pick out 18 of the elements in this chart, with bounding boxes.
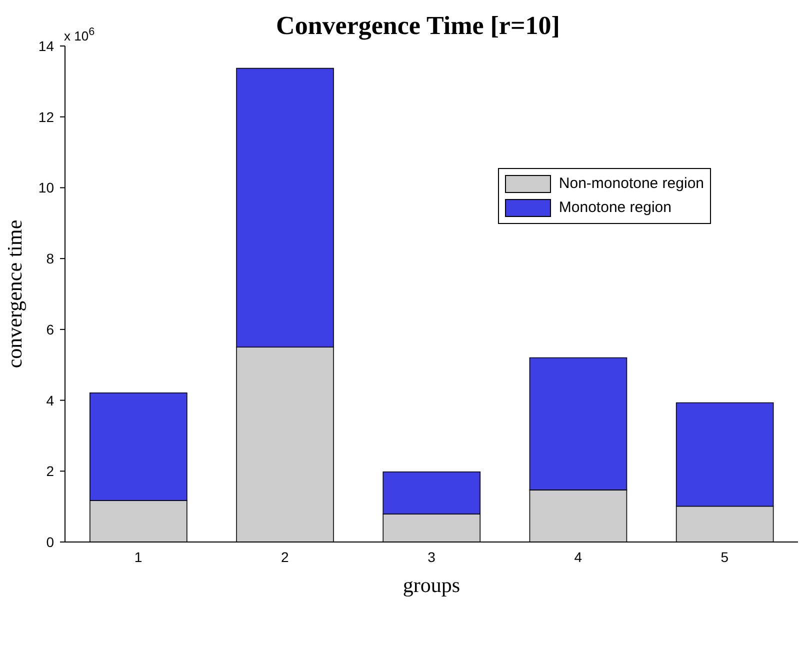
x-tick-label: 4 xyxy=(574,548,582,565)
x-tick-label: 1 xyxy=(134,548,142,565)
y-tick-label: 12 xyxy=(38,108,54,125)
y-tick-label: 2 xyxy=(46,463,54,480)
x-tick-label: 5 xyxy=(720,548,729,565)
x-axis-title: groups xyxy=(402,573,460,597)
x-tick-label: 2 xyxy=(281,548,289,565)
y-tick-label: 10 xyxy=(38,180,54,196)
y-tick-label: 6 xyxy=(46,321,54,338)
legend-label: Non-monotone region xyxy=(558,174,704,194)
y-tick-label: 14 xyxy=(38,38,54,54)
y-tick-label: 8 xyxy=(46,250,54,267)
x-tick-label: 3 xyxy=(428,548,436,565)
text: x 10$^{6}$ xyxy=(64,26,95,44)
y-tick-label: 0 xyxy=(46,534,54,550)
y-tick-label: 4 xyxy=(46,392,54,408)
legend-label: Monotone region xyxy=(558,198,672,218)
chart-title: Convergence Time [r=10] xyxy=(276,11,560,40)
